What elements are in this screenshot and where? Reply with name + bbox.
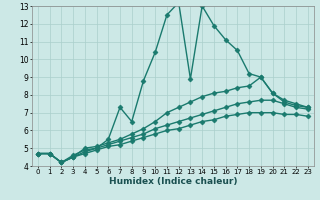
X-axis label: Humidex (Indice chaleur): Humidex (Indice chaleur)	[108, 177, 237, 186]
